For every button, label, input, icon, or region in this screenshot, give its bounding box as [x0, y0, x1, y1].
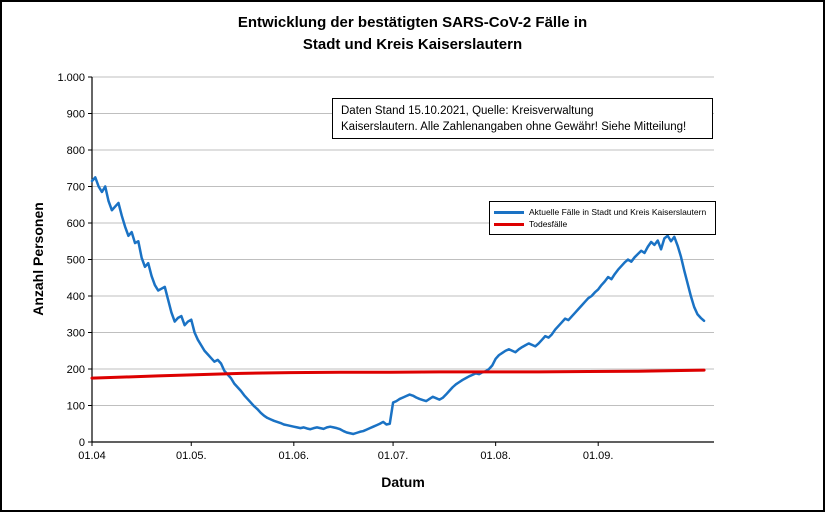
- series-line-deaths: [90, 368, 706, 380]
- x-tick-label: 01.08.: [480, 450, 511, 462]
- x-tick-label: 01.07.: [378, 450, 409, 462]
- y-axis-title: Anzahl Personen: [30, 202, 46, 316]
- series-line-cases: [90, 176, 706, 436]
- legend-label-cases: Aktuelle Fälle in Stadt und Kreis Kaiser…: [529, 207, 707, 217]
- note-line2: Kaiserslautern. Alle Zahlenangaben ohne …: [341, 121, 687, 133]
- y-tick-label: 200: [67, 364, 85, 376]
- legend-label-deaths: Todesfälle: [529, 219, 568, 229]
- x-tick-label: 01.09.: [583, 450, 614, 462]
- y-tick-label: 700: [67, 182, 85, 194]
- y-tick-label: 800: [67, 145, 85, 157]
- x-axis-title: Datum: [381, 474, 425, 490]
- chart-title-line2: Stadt und Kreis Kaiserslautern: [302, 36, 523, 53]
- x-tick-label: 01.04: [78, 450, 106, 462]
- y-tick-label: 500: [67, 255, 85, 267]
- x-tick-label: 01.06.: [279, 450, 310, 462]
- y-tick-label: 900: [67, 109, 85, 121]
- note-line1: Daten Stand 15.10.2021, Quelle: Kreisver…: [341, 105, 594, 117]
- cases-line-swatch: [494, 210, 524, 214]
- chart-title-line1: Entwicklung der bestätigten SARS-CoV-2 F…: [237, 14, 588, 31]
- y-tick-label: 0: [79, 437, 85, 449]
- deaths-line-swatch: [494, 222, 524, 226]
- chart-title: Entwicklung der bestätigten SARS-CoV-2 F…: [2, 12, 823, 56]
- y-tick-label: 100: [67, 401, 85, 413]
- y-tick-label: 300: [67, 328, 85, 340]
- y-tick-label: 600: [67, 218, 85, 230]
- y-tick-label: 400: [67, 291, 85, 303]
- legend-item-cases: Aktuelle Fälle in Stadt und Kreis Kaiser…: [494, 207, 711, 217]
- legend-item-deaths: Todesfälle: [494, 219, 711, 229]
- data-source-note: Daten Stand 15.10.2021, Quelle: Kreisver…: [332, 98, 713, 139]
- y-tick-label: 1.000: [57, 72, 85, 84]
- x-tick-label: 01.05.: [176, 450, 207, 462]
- legend: Aktuelle Fälle in Stadt und Kreis Kaiser…: [489, 201, 716, 235]
